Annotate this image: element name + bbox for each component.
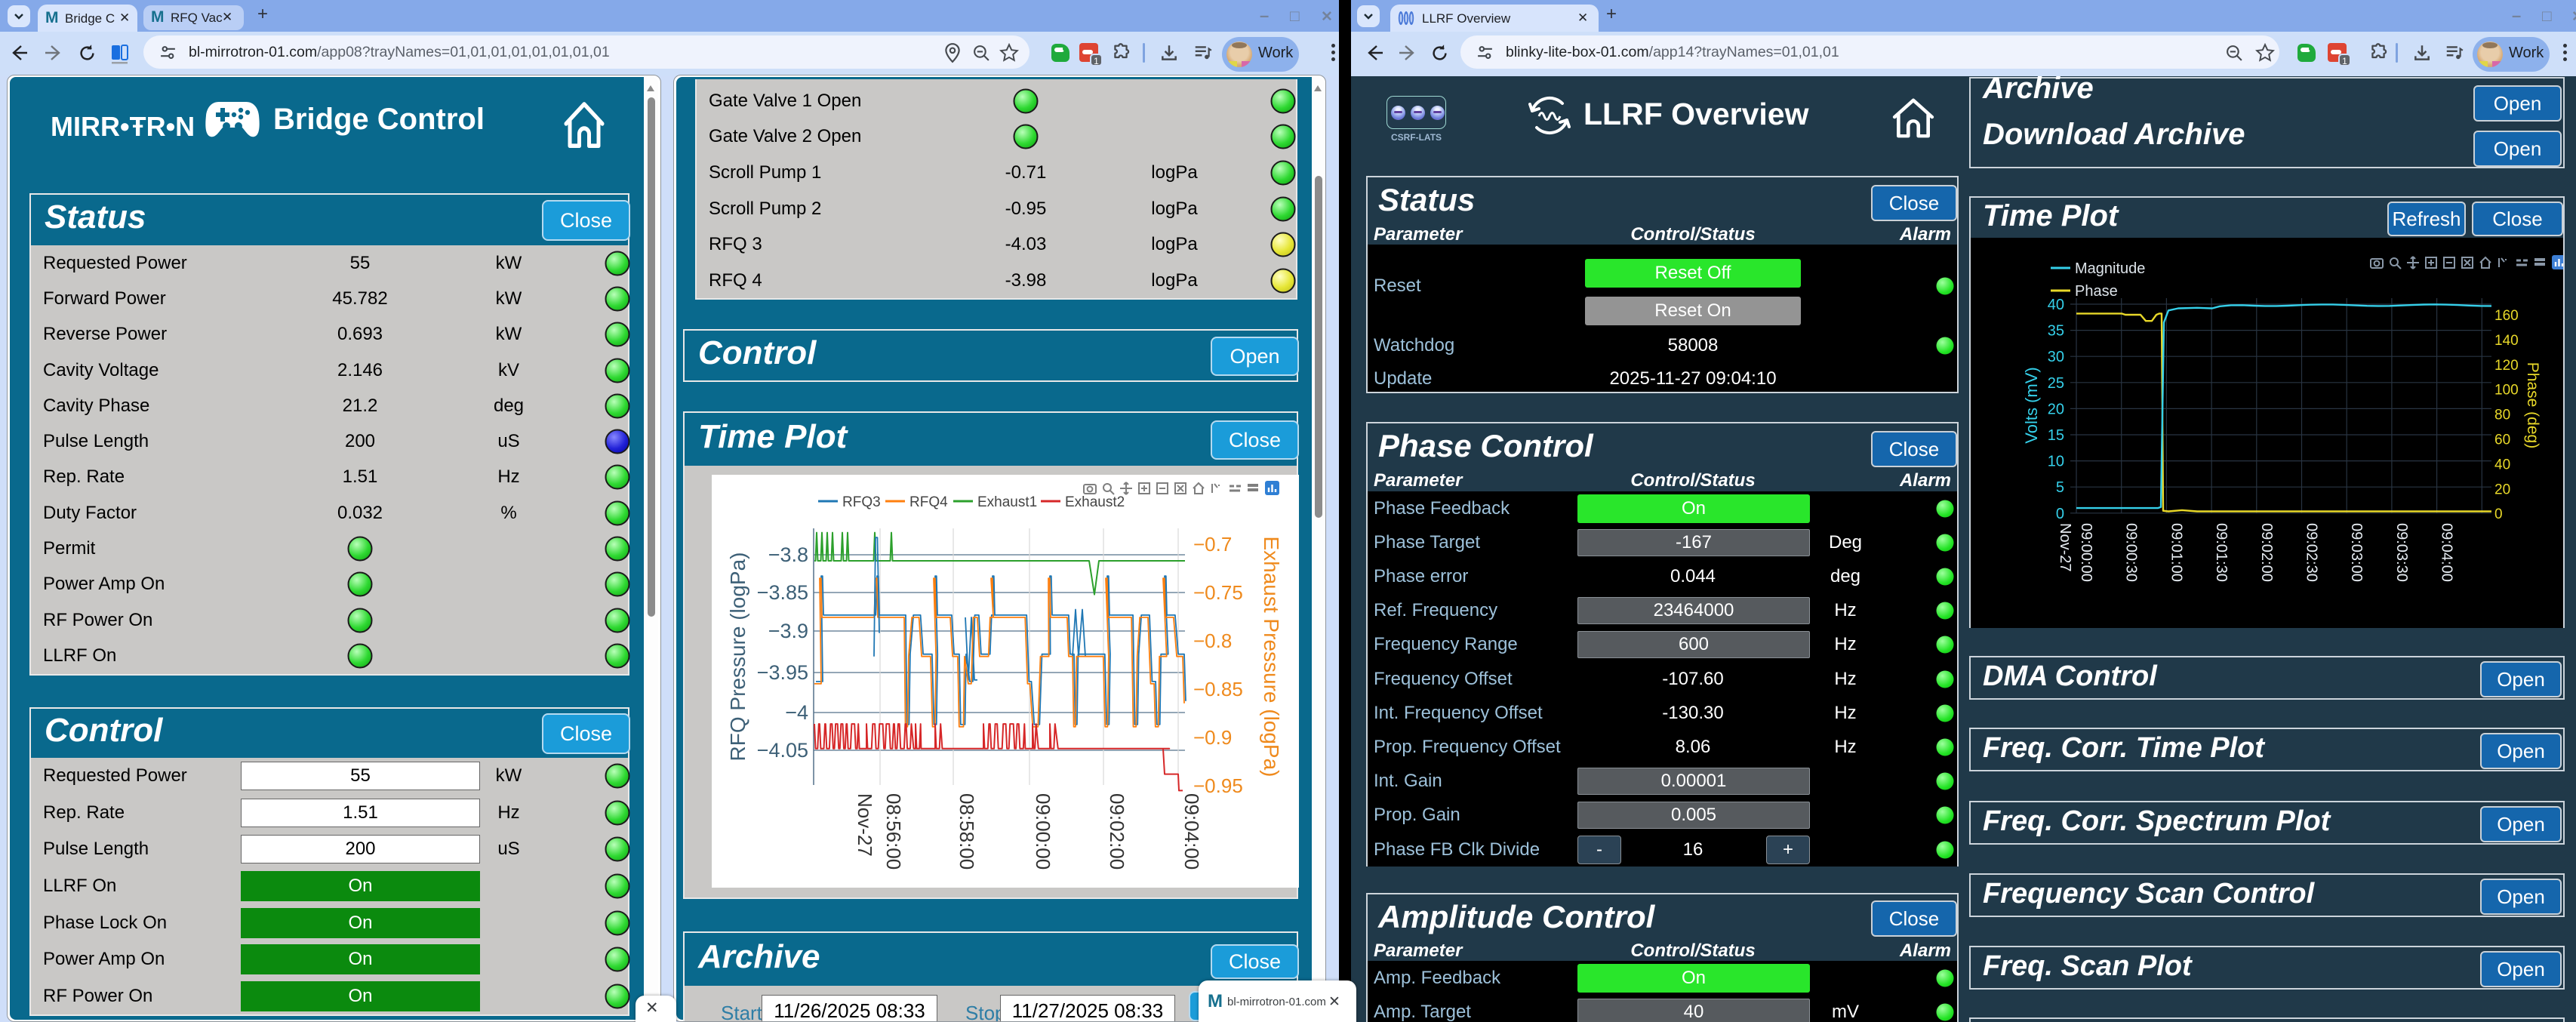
svg-text:−0.75: −0.75 — [1193, 581, 1243, 604]
svg-text:09:01:00: 09:01:00 — [2168, 523, 2184, 582]
svg-text:09:04:00: 09:04:00 — [1180, 793, 1203, 870]
svg-text:09:00:00: 09:00:00 — [2078, 523, 2094, 582]
svg-text:5: 5 — [2056, 479, 2064, 496]
svg-text:120: 120 — [2494, 358, 2519, 374]
svg-text:RFQ3: RFQ3 — [842, 494, 881, 510]
svg-text:160: 160 — [2494, 308, 2519, 324]
svg-text:20: 20 — [2048, 401, 2064, 417]
svg-text:80: 80 — [2494, 408, 2510, 423]
svg-text:Nov-27: Nov-27 — [854, 793, 876, 857]
svg-text:RFQ4: RFQ4 — [909, 494, 948, 510]
svg-text:0: 0 — [2494, 506, 2503, 522]
svg-text:−4.05: −4.05 — [757, 739, 808, 762]
svg-text:08:58:00: 08:58:00 — [956, 793, 978, 870]
svg-text:60: 60 — [2494, 433, 2510, 448]
svg-text:−0.9: −0.9 — [1193, 726, 1232, 749]
svg-text:09:02:30: 09:02:30 — [2304, 523, 2320, 582]
svg-text:35: 35 — [2048, 323, 2064, 340]
svg-text:25: 25 — [2048, 375, 2064, 392]
svg-text:09:02:00: 09:02:00 — [2258, 523, 2275, 582]
svg-text:−0.8: −0.8 — [1193, 630, 1232, 652]
svg-text:Phase (deg): Phase (deg) — [2524, 362, 2541, 448]
svg-text:Exhaust2: Exhaust2 — [1065, 494, 1125, 510]
svg-text:−0.85: −0.85 — [1193, 678, 1243, 700]
svg-text:0: 0 — [2056, 506, 2064, 522]
svg-text:RFQ Pressure (logPa): RFQ Pressure (logPa) — [726, 553, 749, 762]
svg-text:Volts (mV): Volts (mV) — [2022, 367, 2041, 443]
svg-text:140: 140 — [2494, 333, 2519, 349]
svg-text:09:02:00: 09:02:00 — [1106, 793, 1128, 870]
svg-text:100: 100 — [2494, 383, 2519, 399]
svg-text:Exhaust1: Exhaust1 — [977, 494, 1037, 510]
svg-text:40: 40 — [2494, 457, 2510, 473]
svg-text:09:03:30: 09:03:30 — [2393, 523, 2410, 582]
svg-text:−3.95: −3.95 — [757, 661, 808, 684]
svg-text:09:00:00: 09:00:00 — [1032, 793, 1054, 870]
svg-text:−0.95: −0.95 — [1193, 774, 1243, 797]
svg-text:09:00:30: 09:00:30 — [2123, 523, 2140, 582]
svg-text:10: 10 — [2048, 454, 2064, 470]
svg-text:−3.85: −3.85 — [757, 581, 808, 604]
svg-text:Phase: Phase — [2075, 283, 2118, 300]
svg-text:20: 20 — [2494, 482, 2510, 497]
svg-text:Nov-27: Nov-27 — [2057, 523, 2073, 571]
svg-text:−3.8: −3.8 — [768, 543, 808, 566]
svg-text:Exhaust Pressure (logPa): Exhaust Pressure (logPa) — [1260, 536, 1283, 777]
svg-text:40: 40 — [2048, 297, 2064, 313]
svg-text:09:01:30: 09:01:30 — [2213, 523, 2230, 582]
svg-text:15: 15 — [2048, 427, 2064, 444]
svg-text:08:56:00: 08:56:00 — [882, 793, 905, 870]
svg-text:−3.9: −3.9 — [768, 620, 808, 642]
svg-text:30: 30 — [2048, 349, 2064, 365]
svg-text:Magnitude: Magnitude — [2075, 260, 2145, 277]
svg-text:−0.7: −0.7 — [1193, 533, 1232, 556]
svg-text:−4: −4 — [785, 701, 808, 724]
svg-text:09:04:00: 09:04:00 — [2439, 523, 2455, 582]
svg-text:09:03:00: 09:03:00 — [2348, 523, 2365, 582]
